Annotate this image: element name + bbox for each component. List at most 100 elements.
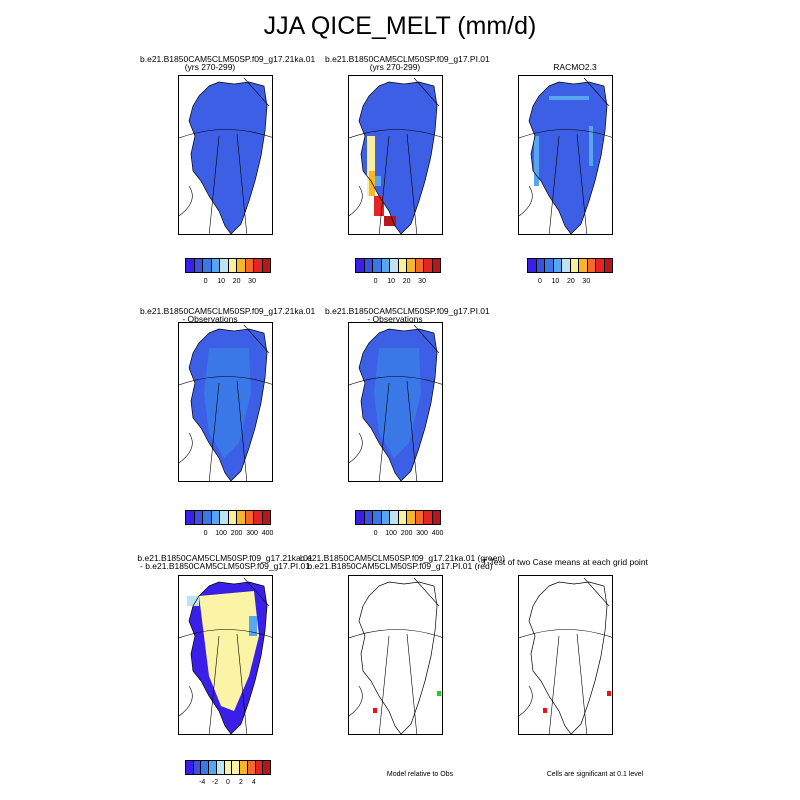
colorbar-swatch xyxy=(528,259,537,272)
colorbar-swatch xyxy=(562,259,571,272)
colorbar-swatch xyxy=(211,259,220,272)
tick-label: -4 xyxy=(199,779,206,786)
panel-1-title-line2: (yrs 270-299) xyxy=(184,62,236,72)
colorbar-4 xyxy=(185,510,271,525)
panel-7-title-line1: b.e21.B1850CAM5CLM50SP.f09_g17.21ka.01 (… xyxy=(300,553,505,563)
significant-cell xyxy=(543,708,547,713)
panel-2-title: b.e21.B1850CAM5CLM50SP.f09_g17.PI.01 (yr… xyxy=(325,54,490,72)
tick-label: 0 xyxy=(537,278,542,285)
colorbar-swatch xyxy=(373,259,382,272)
tick-label: -2 xyxy=(211,779,219,786)
greenland-map xyxy=(349,77,442,234)
panel-2-title-line2: (yrs 270-299) xyxy=(369,62,421,72)
colorbar-swatch xyxy=(381,259,390,272)
greenland-landmass xyxy=(359,329,437,481)
colorbar-swatch xyxy=(587,259,596,272)
colorbar-swatch xyxy=(553,259,562,272)
model-relative-note: Model relative to Obs xyxy=(386,771,454,778)
tick-label: 200 xyxy=(230,530,243,537)
panel-6-title-line1: b.e21.B1850CAM5CLM50SP.f09_g17.21ka.01 xyxy=(137,553,313,563)
colorbar-swatch xyxy=(262,511,270,524)
tick-label: 200 xyxy=(400,530,413,537)
greenland-landmass xyxy=(359,82,437,234)
colorbar-swatch xyxy=(356,259,365,272)
tick-label: 400 xyxy=(261,530,274,537)
panel-8-title-line1: T-Test of two Case means at each grid po… xyxy=(482,557,648,567)
colorbar-swatch xyxy=(247,761,256,774)
greenland-map xyxy=(519,577,612,734)
colorbar-swatch xyxy=(545,259,554,272)
graticule xyxy=(349,577,442,734)
colorbar-swatch xyxy=(579,259,588,272)
tick-label: 30 xyxy=(418,278,426,285)
significant-cell xyxy=(373,708,377,713)
colorbar-swatch xyxy=(254,259,263,272)
panel-3-title: RACMO2.3 xyxy=(520,62,630,72)
colorbar-swatch xyxy=(356,511,365,524)
colorbar-6-labels: -4 -2 0 2 4 xyxy=(185,779,271,789)
colorbar-swatch xyxy=(424,511,433,524)
tick-label: 20 xyxy=(402,278,411,285)
colorbar-swatch xyxy=(415,259,424,272)
panel-1-title: b.e21.B1850CAM5CLM50SP.f09_g17.21ka.01 (… xyxy=(140,54,316,72)
figure-title: JJA QICE_MELT (mm/d) xyxy=(263,12,537,40)
colorbar-swatch xyxy=(209,761,217,774)
tick-label: 10 xyxy=(217,278,226,285)
tick-label: 0 xyxy=(373,530,378,537)
greenland-landmass xyxy=(187,582,267,734)
panel-1-title-line1: b.e21.B1850CAM5CLM50SP.f09_g17.21ka.01 xyxy=(140,54,316,64)
panel-4-title-line1: b.e21.B1850CAM5CLM50SP.f09_g17.21ka.01 xyxy=(140,306,316,316)
colorbar-swatch xyxy=(228,511,237,524)
colorbar-swatch xyxy=(398,511,407,524)
panel-5-title: b.e21.B1850CAM5CLM50SP.f09_g17.PI.01 - O… xyxy=(325,307,490,324)
colorbar-swatch xyxy=(407,259,416,272)
colorbar-swatch xyxy=(245,259,254,272)
greenland-map xyxy=(179,77,272,234)
colorbar-swatch xyxy=(570,259,579,272)
colorbar-swatch xyxy=(203,259,212,272)
graticule xyxy=(349,324,442,481)
colorbar-5 xyxy=(355,510,441,525)
map-panel-4 xyxy=(178,322,273,482)
map-panel-5 xyxy=(348,322,443,482)
colorbar-swatch xyxy=(203,511,212,524)
colorbar-swatch xyxy=(220,511,229,524)
tick-label: 0 xyxy=(203,278,208,285)
colorbar-swatch xyxy=(228,259,237,272)
tick-label: 0 xyxy=(373,278,378,285)
tick-label: 10 xyxy=(387,278,396,285)
greenland-map xyxy=(349,577,442,734)
colorbar-swatch xyxy=(186,511,195,524)
tick-label: 0 xyxy=(203,530,208,537)
colorbar-swatch xyxy=(432,259,440,272)
colorbar-swatch xyxy=(254,511,263,524)
tick-label: 30 xyxy=(582,278,591,285)
colorbar-swatch xyxy=(240,761,248,774)
panel-3-title-line1: RACMO2.3 xyxy=(553,62,597,72)
tick-label: 10 xyxy=(551,278,560,285)
colorbar-4-labels: 0 100 200 300 400 xyxy=(185,530,274,540)
colorbar-swatch xyxy=(211,511,220,524)
greenland-landmass xyxy=(359,582,437,734)
map-panel-6 xyxy=(178,575,273,735)
panel-5-title-line2: - Observations xyxy=(367,314,423,324)
colorbar-swatch xyxy=(604,259,612,272)
tick-label: 300 xyxy=(416,530,428,537)
colorbar-swatch xyxy=(186,761,194,774)
tick-label: 20 xyxy=(566,278,575,285)
panel-2-title-line1: b.e21.B1850CAM5CLM50SP.f09_g17.PI.01 xyxy=(325,54,490,64)
colorbar-swatch xyxy=(263,761,271,774)
map-panel-8 xyxy=(518,575,613,735)
colorbar-6 xyxy=(185,760,271,775)
colorbar-swatch xyxy=(381,511,390,524)
colorbar-swatch xyxy=(237,259,246,272)
greenland-landmass xyxy=(529,82,607,234)
greenland-map xyxy=(179,577,272,734)
tick-label: 400 xyxy=(431,530,444,537)
greenland-map xyxy=(349,324,442,481)
panel-6-title: b.e21.B1850CAM5CLM50SP.f09_g17.21ka.01 -… xyxy=(135,553,315,571)
colorbar-2 xyxy=(355,258,441,273)
map-panel-7 xyxy=(348,575,443,735)
tick-label: 100 xyxy=(215,530,227,537)
panel-7-title-line2: b.e21.B1850CAM5CLM50SP.f09_g17.PI.01 (re… xyxy=(307,561,493,571)
